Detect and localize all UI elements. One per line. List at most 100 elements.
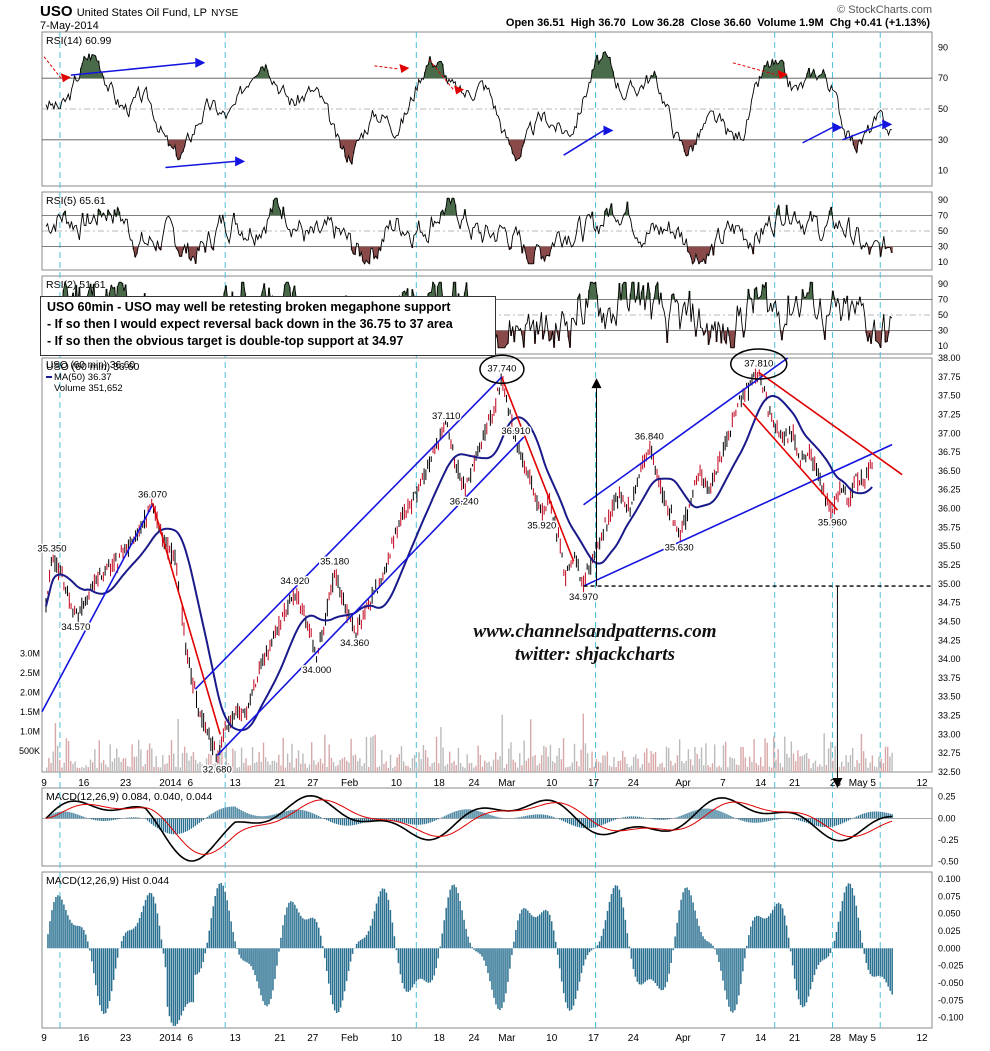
rsi-red-dash [428,59,455,91]
volume-bar [227,763,230,772]
volume-bar [558,747,560,772]
volume-bar [860,733,863,772]
volume-bar [576,761,578,772]
rsi-line [45,197,893,265]
volume-bar [773,736,775,772]
volume-bar [140,749,142,772]
price-tick-label: 35.50 [938,541,961,551]
volume-bar [676,755,679,772]
volume-bar [521,765,523,772]
volume-bar [451,762,453,772]
volume-bar [604,755,606,772]
volume-bar [102,759,105,772]
volume-bar [735,764,738,772]
volume-tick-label: 1.5M [20,707,40,717]
volume-bar [52,751,54,772]
volume-bar [466,754,468,772]
rsi-tick-label: 10 [938,341,948,351]
volume-bar [326,766,328,772]
price-tick-label: 38.00 [938,353,961,363]
volume-bar [179,767,181,772]
price-point-label: 35.350 [37,543,66,554]
volume-bar [286,753,289,772]
volume-bar [427,757,429,772]
stockcharts-watermark: © StockCharts.com [837,4,932,16]
volume-bar [613,757,615,772]
volume-bar [89,759,92,772]
rsi-tick-label: 10 [938,257,948,267]
volume-bar [508,748,510,772]
volume-bar [148,743,151,772]
volume-bar [510,742,512,772]
volume-bar [159,767,162,772]
volume-bar [168,754,171,772]
price-tick-label: 34.25 [938,635,961,645]
volume-bar [214,763,217,772]
volume-bar [843,766,845,772]
volume-bar [354,754,357,772]
volume-bar [113,758,116,772]
price-tick-label: 34.75 [938,598,961,608]
volume-bar [118,757,120,772]
volume-tick-label: 2.0M [20,688,40,698]
volume-bar [370,737,372,772]
volume-bar [300,763,302,772]
x-axis-label: 9 [41,778,47,789]
volume-bar [229,767,232,772]
price-point-label: 34.360 [340,638,369,649]
volume-bar [330,757,333,772]
x-axis-label-bottom: 16 [78,1033,90,1044]
volume-tick-label: 500K [19,746,40,756]
volume-bar [457,747,460,772]
rsi-tick-label: 30 [938,326,948,336]
volume-bar [243,762,245,772]
price-point-label: 37.810 [744,358,773,369]
price-tick-label: 32.50 [938,767,961,777]
top-ellipse [730,348,788,380]
volume-bar [554,762,556,772]
volume-bar [637,758,639,772]
volume-bar [324,734,326,772]
price-tick-label: 33.00 [938,729,961,739]
price-point-label: 32.680 [203,764,232,775]
volume-bar [672,765,674,772]
x-axis-label: 18 [434,778,446,789]
volume-bar [411,758,414,772]
volume-bar [247,765,249,772]
volume-bar [490,766,492,772]
volume-bar [615,766,617,772]
volume-bar [663,767,666,772]
price-tick-label: 37.75 [938,372,961,382]
volume-bar [792,753,795,772]
hist-tick-label: 0.025 [938,926,961,936]
x-axis-label: 21 [274,778,286,789]
volume-bar [302,753,304,772]
x-axis-label-bottom: 7 [720,1033,726,1044]
hist-tick-label: 0.100 [938,874,961,884]
volume-bar [523,740,525,772]
volume-bar [177,718,179,772]
volume-bar [694,746,696,772]
red-trend-line [501,377,575,562]
volume-bar [543,745,545,772]
volume-bar [705,743,707,772]
volume-bar [464,767,466,772]
channel-trend-line [216,436,525,756]
volume-bar [764,738,766,772]
x-axis-label-bottom: 21 [274,1033,286,1044]
volume-bar [59,760,61,772]
volume-bar [402,761,405,772]
price-tick-label: 34.00 [938,654,961,664]
volume-bar [626,763,628,772]
red-trend-line [742,402,839,511]
volume-bar [48,757,50,772]
rsi-red-dash [374,65,400,70]
volume-bar [560,759,563,772]
volume-bar [83,767,85,772]
volume-bar [462,766,464,772]
x-axis-label: 6 [188,778,194,789]
volume-bar [122,758,125,772]
volume-bar [700,747,703,772]
volume-bar [790,741,793,772]
